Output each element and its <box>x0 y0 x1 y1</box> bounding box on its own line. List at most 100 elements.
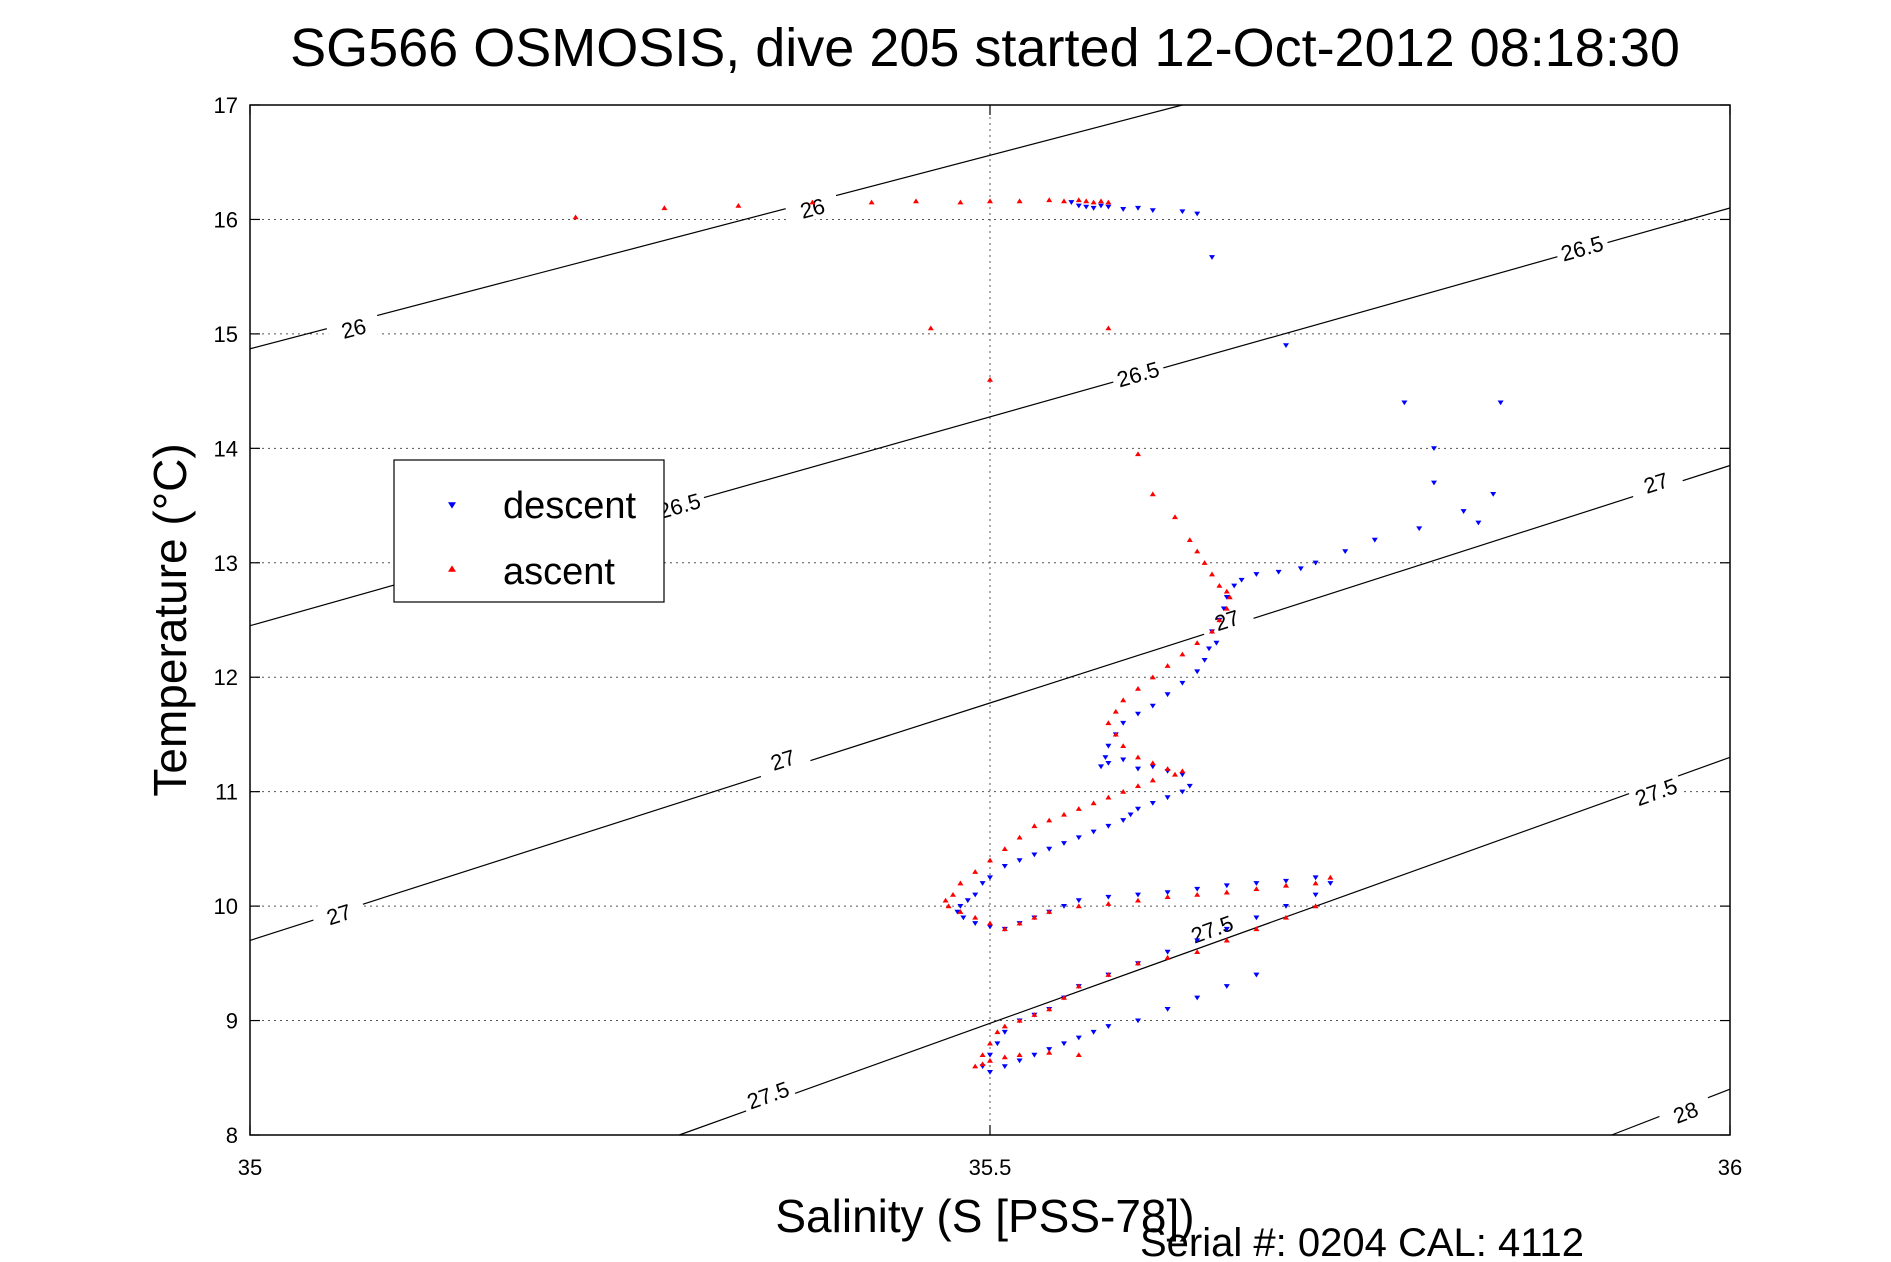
ascent-point <box>1223 588 1230 594</box>
descent-point <box>1031 852 1038 858</box>
descent-point <box>987 875 993 881</box>
ascent-point <box>1164 954 1171 960</box>
descent-point <box>1083 204 1090 210</box>
legend-box <box>393 459 665 603</box>
descent-point <box>1179 789 1186 795</box>
ascent-point <box>1031 914 1038 920</box>
ascent-point <box>1194 949 1201 954</box>
descent-point <box>1490 492 1497 497</box>
ascent-point <box>1179 651 1186 657</box>
descent-point <box>1105 823 1112 829</box>
y-tick-label: 12 <box>214 665 238 690</box>
ascent-point <box>1209 628 1215 634</box>
ascent-point <box>1105 720 1112 726</box>
ascent-point <box>1194 891 1201 897</box>
density-contour-line <box>678 756 1731 1136</box>
descent-point <box>1001 1029 1008 1035</box>
y-tick-label: 9 <box>226 1009 238 1034</box>
y-axis-label: Temperature (°C) <box>144 443 196 796</box>
descent-point <box>1223 883 1230 889</box>
ascent-point <box>957 909 964 914</box>
descent-point <box>1194 211 1201 217</box>
ascent-point <box>1016 1052 1023 1057</box>
descent-point <box>1098 203 1104 209</box>
descent-point <box>1149 208 1156 213</box>
ascent-point <box>957 199 964 205</box>
descent-point <box>1149 703 1156 709</box>
ascent-point <box>1046 1049 1053 1055</box>
ascent-point <box>1226 594 1233 600</box>
ascent-point <box>1075 903 1082 909</box>
descent-point <box>1223 926 1230 932</box>
descent-point <box>1135 892 1141 898</box>
ascent-point <box>1179 768 1186 774</box>
descent-point <box>1046 846 1053 852</box>
descent-point <box>972 892 979 898</box>
descent-point <box>972 921 979 926</box>
axis-ticks: 35 35.5 36 8 9 10 11 12 13 14 15 16 17 <box>214 93 1743 1180</box>
descent-point <box>1127 812 1134 818</box>
descent-point <box>1283 878 1289 884</box>
ascent-point <box>1046 909 1053 914</box>
ascent-point <box>1312 903 1319 909</box>
ascent-point <box>1194 640 1201 645</box>
descent-point <box>1120 207 1127 212</box>
chart-title: SG566 OSMOSIS, dive 205 started 12-Oct-2… <box>290 18 1680 78</box>
descent-point <box>1220 606 1227 612</box>
ascent-point <box>1312 880 1319 886</box>
contour-label-bg <box>1626 769 1685 812</box>
descent-point <box>1312 892 1319 898</box>
ascent-point <box>927 325 934 331</box>
ascent-point <box>1031 823 1038 829</box>
y-tick-label: 10 <box>214 894 238 919</box>
ascent-point <box>1001 1023 1008 1029</box>
descent-point <box>1061 841 1067 846</box>
descent-point <box>1075 203 1082 209</box>
descent-point <box>1105 204 1112 210</box>
ascent-point <box>1083 198 1090 204</box>
descent-point <box>1135 806 1141 812</box>
x-tick-label: 35.5 <box>969 1155 1012 1180</box>
y-tick-label: 13 <box>214 551 238 576</box>
descent-point <box>1431 446 1437 452</box>
ascent-point <box>942 897 949 903</box>
ascent-point <box>950 891 956 897</box>
ascent-point <box>1223 889 1230 895</box>
ascent-point <box>1164 766 1171 771</box>
descent-point <box>1253 881 1260 886</box>
density-contour-line <box>249 464 1731 942</box>
descent-point <box>960 915 967 921</box>
contour-label-bg <box>1553 227 1611 267</box>
descent-point <box>1194 995 1201 1001</box>
descent-point <box>987 924 993 930</box>
data-points <box>572 197 1504 1075</box>
descent-point <box>1164 692 1171 698</box>
descent-point <box>1275 569 1282 575</box>
ascent-point <box>987 1040 993 1046</box>
ascent-point <box>1046 817 1053 823</box>
descent-point <box>1149 801 1156 806</box>
descent-point <box>1164 890 1171 896</box>
descent-point <box>1497 400 1504 406</box>
descent-point <box>1120 720 1127 726</box>
descent-point <box>964 898 971 904</box>
ascent-point <box>979 1052 986 1057</box>
contour-label-bg <box>1626 461 1685 503</box>
contour-label-bg <box>1109 353 1167 393</box>
ascent-point <box>1061 811 1067 817</box>
descent-point <box>1186 783 1193 789</box>
ascent-point <box>987 198 993 204</box>
legend-marker-descent <box>448 502 456 509</box>
ascent-point <box>1149 760 1156 766</box>
descent-point <box>1090 1029 1097 1035</box>
ascent-point <box>972 869 979 874</box>
ascent-point <box>1090 800 1097 806</box>
legend-label-descent: descent <box>503 485 637 527</box>
descent-point <box>1016 858 1023 864</box>
descent-point <box>1297 566 1304 572</box>
ascent-point <box>1135 685 1141 691</box>
ascent-point <box>1112 708 1119 714</box>
descent-point <box>1105 1024 1112 1029</box>
